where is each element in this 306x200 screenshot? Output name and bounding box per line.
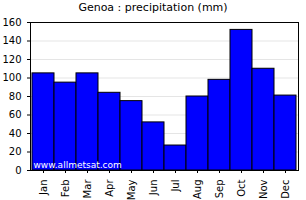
svg-text:60: 60: [9, 109, 22, 120]
svg-text:Mar: Mar: [82, 179, 93, 199]
svg-text:160: 160: [2, 17, 21, 28]
svg-text:Apr: Apr: [104, 179, 115, 197]
svg-text:0: 0: [15, 165, 21, 176]
svg-text:Jan: Jan: [38, 180, 49, 196]
svg-text:80: 80: [9, 91, 22, 102]
svg-text:Oct: Oct: [236, 179, 247, 196]
svg-text:Dec: Dec: [280, 180, 291, 199]
svg-text:Jul: Jul: [170, 180, 181, 193]
svg-text:20: 20: [9, 146, 22, 157]
svg-text:Sep: Sep: [214, 180, 225, 199]
svg-text:100: 100: [2, 72, 21, 83]
svg-text:120: 120: [2, 54, 21, 65]
svg-text:Feb: Feb: [60, 180, 71, 198]
svg-text:140: 140: [2, 35, 21, 46]
svg-text:40: 40: [9, 128, 22, 139]
svg-text:May: May: [126, 179, 137, 200]
html-text:Genoa : precipitation (mm): Genoa : precipitation (mm): [78, 1, 228, 14]
svg-text:Nov: Nov: [258, 179, 269, 199]
svg-text:www.allmetsat.com: www.allmetsat.com: [34, 160, 122, 170]
svg-text:Jun: Jun: [148, 180, 159, 197]
svg-text:Aug: Aug: [192, 180, 203, 200]
